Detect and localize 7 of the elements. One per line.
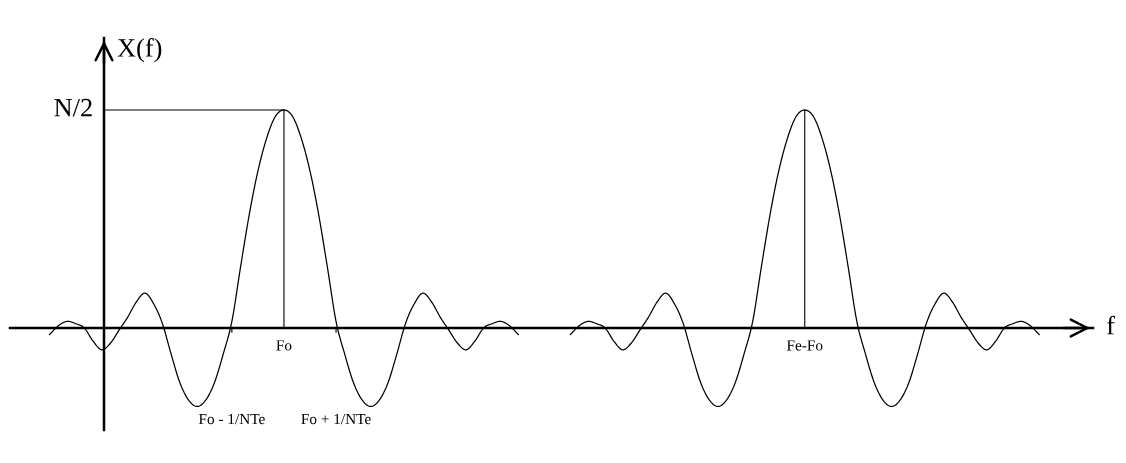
x-tick-label: Fo - 1/NTe (198, 413, 265, 425)
x-axis-title: f (1107, 315, 1115, 335)
x-tick-label: Fe-Fo (786, 340, 823, 351)
x-tick-label: Fo (276, 340, 292, 351)
annotation: N/2 (54, 98, 92, 117)
x-tick-label: Fo + 1/NTe (301, 413, 371, 425)
y-axis-title: X(f) (117, 38, 162, 63)
